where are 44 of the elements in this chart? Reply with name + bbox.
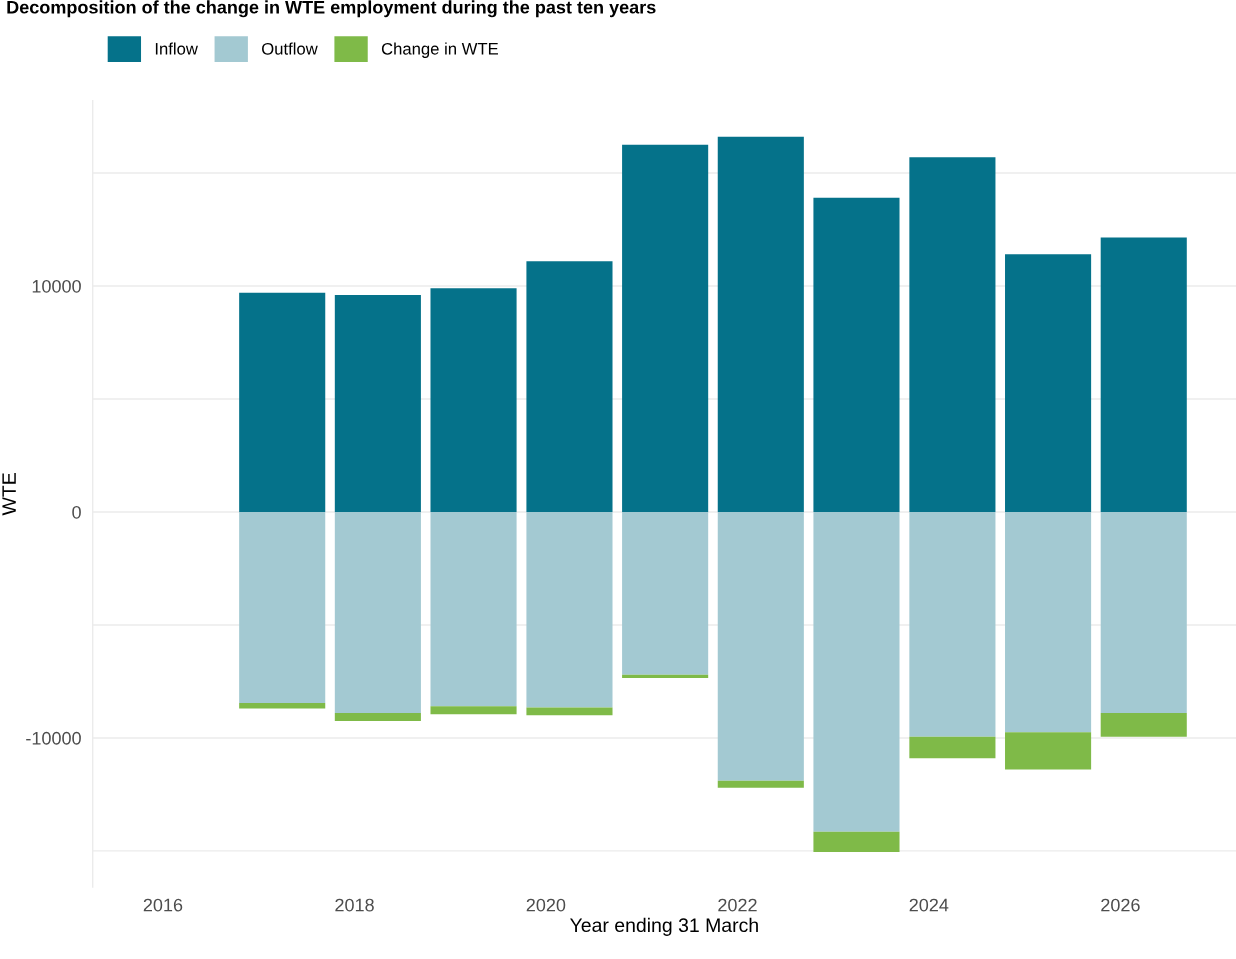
x-tick-label: 2026 [1101, 898, 1140, 912]
legend-label: Inflow [155, 42, 198, 55]
bar [622, 144, 709, 512]
y-axis-title: WTE [2, 473, 16, 516]
bar [909, 736, 996, 759]
bar [813, 197, 900, 512]
bar [1100, 237, 1187, 512]
bar [430, 288, 517, 512]
bar [909, 511, 996, 737]
bar [239, 292, 326, 512]
bar [334, 713, 421, 721]
bar [239, 511, 326, 703]
bar [909, 157, 996, 512]
x-tick-label: 2020 [526, 898, 566, 912]
bar [526, 707, 613, 716]
x-axis-title: Year ending 31 March [570, 917, 758, 936]
bar [430, 706, 517, 715]
bar [717, 136, 804, 512]
bar [430, 511, 517, 707]
bar [526, 261, 613, 512]
legend-label: Outflow [262, 42, 318, 55]
bar [1005, 732, 1092, 770]
bar [813, 511, 900, 832]
x-tick-label: 2024 [909, 898, 949, 912]
bar [1005, 511, 1092, 733]
bar [1005, 254, 1092, 512]
chart-title: Decomposition of the change in WTE employment during the past ten years [7, 0, 656, 18]
y-tick-label: 10000 [32, 279, 81, 293]
bar [1100, 713, 1187, 737]
x-tick-label: 2022 [718, 898, 757, 912]
bar [1100, 511, 1187, 714]
bar [622, 511, 709, 675]
bar [717, 511, 804, 781]
bar [526, 511, 613, 708]
y-tick-label: -10000 [26, 731, 81, 745]
x-tick-label: 2018 [335, 898, 374, 912]
bar [813, 831, 900, 853]
bar [334, 511, 421, 714]
bar [239, 702, 326, 709]
legend-label: Change in WTE [381, 42, 498, 58]
bar [334, 295, 421, 512]
x-tick-label: 2016 [143, 898, 183, 912]
y-tick-label: 0 [72, 505, 81, 519]
bar [717, 780, 804, 788]
